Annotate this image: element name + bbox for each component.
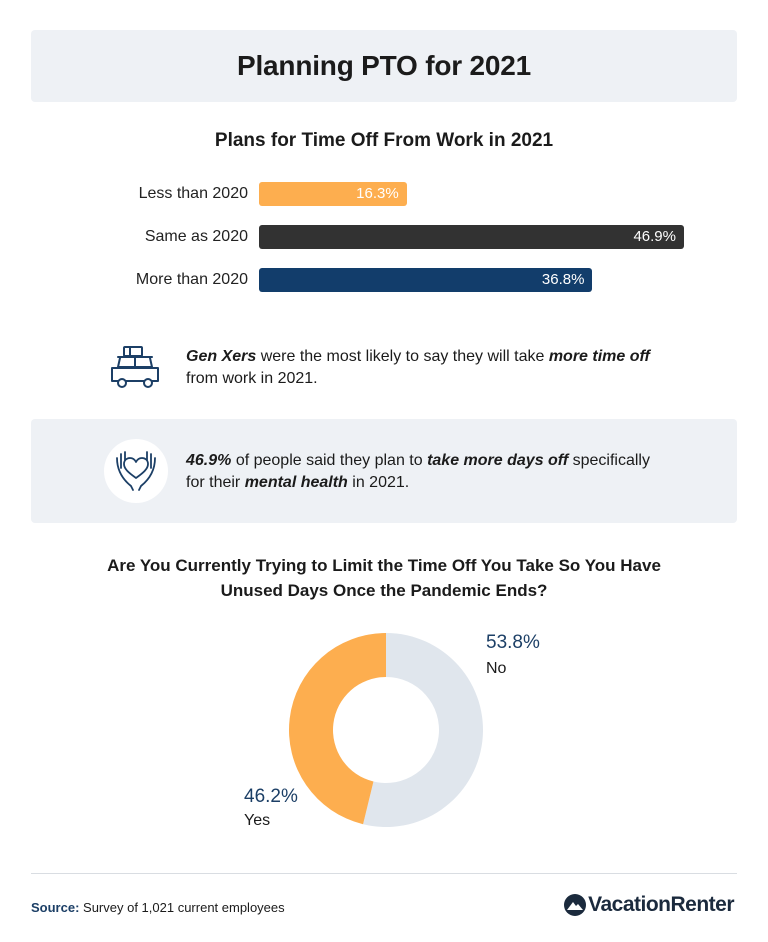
bar-value-label: 36.8% [541,271,585,288]
title-banner: Planning PTO for 2021 [31,30,737,102]
fact-text-part: more time off [548,348,650,365]
fact-text-part: from work in 2021. [186,370,318,387]
fact-text-part: take more days off [427,452,569,469]
bar-category-label: More than 2020 [135,271,248,288]
car-with-luggage-icon [111,346,159,388]
bar-category-label: Same as 2020 [144,228,248,245]
fact-text-part: Gen Xers [186,348,257,365]
bar-chart: Less than 2020 16.3% Same as 2020 46.9% More… [0,170,768,300]
slice-no-value: 53.8% [486,632,540,653]
fact-gen-x: Gen Xers were the most likely to say the… [186,346,656,390]
source-key: Source: [31,900,80,915]
source-note: Source: Survey of 1,021 current employee… [31,900,285,915]
bar: 16.3% [259,182,407,206]
donut-title-line-2: Unused Days Once the Pandemic Ends? [220,581,548,600]
fact-text-part: mental health [244,474,348,491]
donut-chart-title: Are You Currently Trying to Limit the Ti… [0,553,768,603]
fact-mental-health: 46.9% of people said they plan to take m… [186,450,656,494]
fact-text-part: of people said they plan to [231,452,428,469]
bar-row: Same as 2020 46.9% [0,225,768,249]
donut-title-line-1: Are You Currently Trying to Limit the Ti… [107,556,661,575]
brand-logo: VacationRenter [564,893,734,917]
slice-no-label: No [486,660,507,677]
donut-chart: 53.8% No 46.2% Yes [0,620,768,840]
donut-svg [288,633,483,827]
brand-name: VacationRenter [588,893,734,916]
hands-holding-heart-icon [104,439,168,503]
bar-value-label: 46.9% [633,228,676,245]
slice-yes-label: Yes [244,812,271,829]
bar: 36.8% [259,268,593,292]
donut-slice-no [363,633,483,827]
bar-value-label: 16.3% [356,185,399,202]
fact-text-part: in 2021. [347,474,410,491]
fact-text-part: specifically for their [186,452,650,491]
donut-slice-yes [288,633,386,825]
bar-row: Less than 2020 16.3% [0,182,768,206]
source-text: Survey of 1,021 current employees [83,900,285,915]
slice-yes-value: 46.2% [244,786,298,807]
bar-category-label: Less than 2020 [138,185,248,202]
mountain-logo-icon [564,894,587,916]
bar-chart-title: Plans for Time Off From Work in 2021 [214,130,554,151]
footer-divider [31,873,737,874]
fact-text-part: were the most likely to say they will ta… [256,348,549,365]
bar: 46.9% [259,225,684,249]
page-title: Planning PTO for 2021 [236,50,532,81]
fact-text-part: 46.9% [186,452,232,469]
bar-row: More than 2020 36.8% [0,268,768,292]
